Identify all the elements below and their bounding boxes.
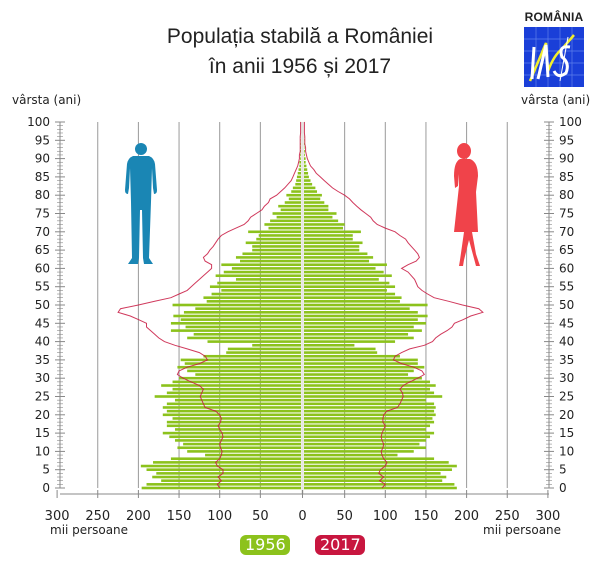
left-age-axis-title: vârsta (ani) <box>12 93 82 107</box>
svg-text:10: 10 <box>559 444 574 458</box>
legend-1956: 1956 <box>240 535 290 555</box>
bars-1956 <box>140 120 457 490</box>
lines-2017 <box>117 122 484 489</box>
svg-text:40: 40 <box>559 335 574 349</box>
svg-text:100: 100 <box>559 115 582 129</box>
svg-text:95: 95 <box>559 133 574 147</box>
svg-text:55: 55 <box>559 280 574 294</box>
svg-text:90: 90 <box>35 152 50 166</box>
svg-text:65: 65 <box>35 243 50 257</box>
svg-text:55: 55 <box>35 280 50 294</box>
svg-text:100: 100 <box>373 509 398 524</box>
svg-text:95: 95 <box>35 133 50 147</box>
svg-text:85: 85 <box>35 170 50 184</box>
age-axes: 0510152025303540455055606570758085909510… <box>27 115 582 495</box>
svg-text:75: 75 <box>35 207 50 221</box>
svg-text:25: 25 <box>35 390 50 404</box>
svg-text:5: 5 <box>42 463 50 477</box>
svg-text:200: 200 <box>454 509 479 524</box>
svg-text:0: 0 <box>559 481 567 495</box>
svg-text:90: 90 <box>559 152 574 166</box>
svg-text:100: 100 <box>207 509 232 524</box>
svg-text:35: 35 <box>35 353 50 367</box>
svg-text:50: 50 <box>252 509 269 524</box>
right-age-axis-title: vârsta (ani) <box>521 93 591 107</box>
svg-text:70: 70 <box>35 225 50 239</box>
svg-text:200: 200 <box>126 509 151 524</box>
svg-text:80: 80 <box>35 188 50 202</box>
svg-text:5: 5 <box>559 463 567 477</box>
legend-2017: 2017 <box>315 535 365 555</box>
chart-title: Populația stabilă a României în anii 195… <box>140 22 460 82</box>
svg-text:300: 300 <box>535 509 560 524</box>
center-axis <box>301 122 304 494</box>
left-unit-label: mii persoane <box>50 523 129 537</box>
svg-text:80: 80 <box>559 188 574 202</box>
svg-text:40: 40 <box>35 335 50 349</box>
svg-text:60: 60 <box>559 261 574 275</box>
svg-text:70: 70 <box>559 225 574 239</box>
svg-text:30: 30 <box>35 371 50 385</box>
svg-text:15: 15 <box>559 426 574 440</box>
svg-text:60: 60 <box>35 261 50 275</box>
svg-text:45: 45 <box>559 316 574 330</box>
svg-text:250: 250 <box>85 509 110 524</box>
legend-2017-label: 2017 <box>320 535 361 554</box>
svg-text:45: 45 <box>35 316 50 330</box>
svg-text:50: 50 <box>336 509 353 524</box>
svg-text:100: 100 <box>27 115 50 129</box>
svg-text:50: 50 <box>35 298 50 312</box>
title-line-1: Populația stabilă a României <box>166 25 434 48</box>
title-line-2: în anii 1956 și 2017 <box>208 55 392 78</box>
svg-text:0: 0 <box>298 509 306 524</box>
ins-logo: ROMÂNIA <box>521 10 587 87</box>
legend-1956-label: 1956 <box>245 535 286 554</box>
population-axis: 300 250 200 150 100 50 0 50 100 150 200 250 300 <box>45 490 560 524</box>
female-figure-icon <box>454 143 480 266</box>
svg-text:10: 10 <box>35 444 50 458</box>
male-figure-icon <box>125 143 157 264</box>
right-unit-label: mii persoane <box>483 523 562 537</box>
svg-text:85: 85 <box>559 170 574 184</box>
svg-text:20: 20 <box>559 408 574 422</box>
svg-text:50: 50 <box>559 298 574 312</box>
svg-text:35: 35 <box>559 353 574 367</box>
svg-text:0: 0 <box>42 481 50 495</box>
svg-text:25: 25 <box>559 390 574 404</box>
svg-text:15: 15 <box>35 426 50 440</box>
svg-text:20: 20 <box>35 408 50 422</box>
svg-text:250: 250 <box>495 509 520 524</box>
logo-country-label: ROMÂNIA <box>524 10 584 24</box>
svg-text:65: 65 <box>559 243 574 257</box>
svg-text:150: 150 <box>167 509 192 524</box>
ins-logo-icon <box>524 27 584 87</box>
svg-text:150: 150 <box>414 509 439 524</box>
svg-text:75: 75 <box>559 207 574 221</box>
svg-text:300: 300 <box>45 509 70 524</box>
svg-text:30: 30 <box>559 371 574 385</box>
